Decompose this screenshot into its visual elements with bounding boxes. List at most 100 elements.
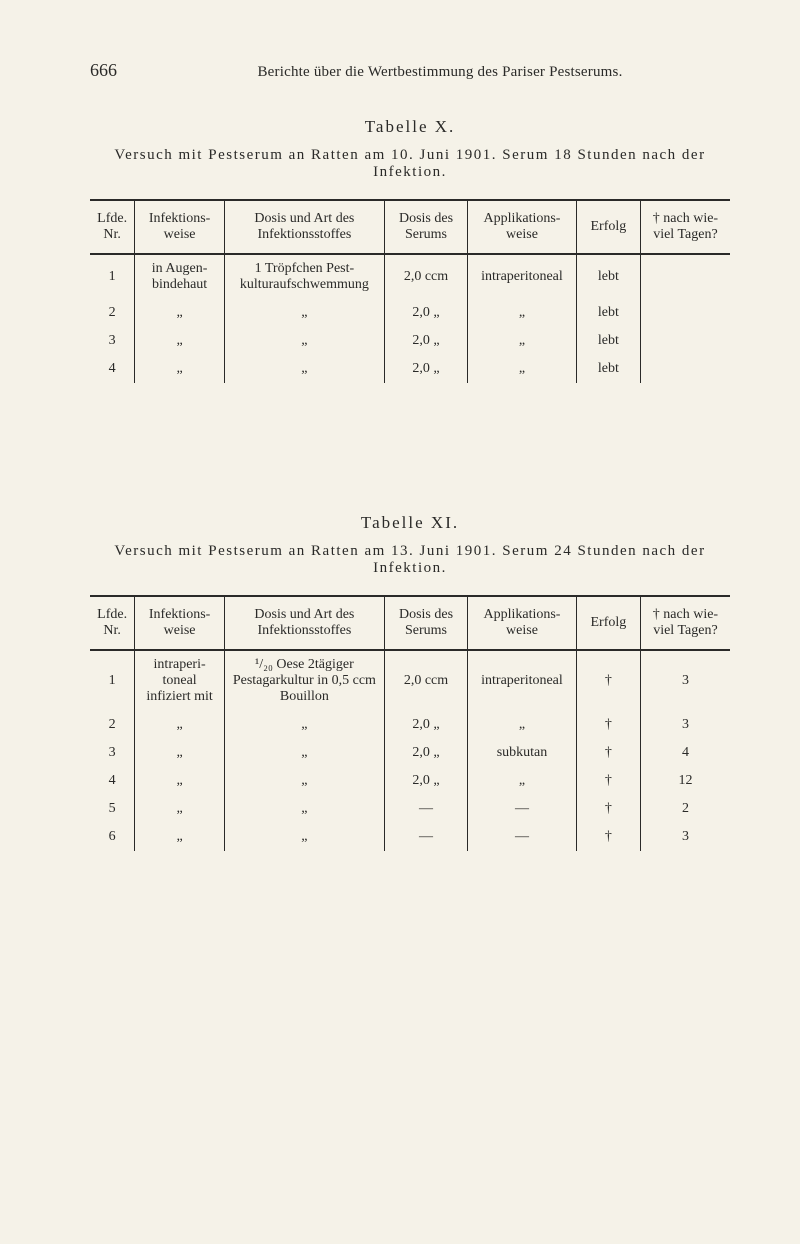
cell: 2,0 „	[384, 355, 467, 383]
cell: 3	[640, 711, 730, 739]
cell: „	[135, 823, 225, 851]
table-row: 4 „ „ 2,0 „ „ lebt	[90, 355, 730, 383]
cell: lebt	[576, 299, 640, 327]
table-xi-subtitle: Versuch mit Pestserum an Ratten am 13. J…	[90, 543, 730, 577]
cell: „	[135, 739, 225, 767]
cell: subkutan	[468, 739, 577, 767]
cell: „	[468, 767, 577, 795]
cell: lebt	[576, 327, 640, 355]
cell: —	[384, 795, 467, 823]
cell: 4	[640, 739, 730, 767]
cell: lebt	[576, 355, 640, 383]
cell: 4	[90, 355, 135, 383]
col-dosis-art: Dosis und Art des Infektionsstoffes	[224, 200, 384, 254]
page-header: 666 Berichte über die Wertbestimmung des…	[90, 60, 730, 81]
cell: 1 Tröpfchen Pest-kulturaufschwemmung	[224, 254, 384, 299]
spacer	[90, 443, 730, 513]
page: 666 Berichte über die Wertbestimmung des…	[0, 0, 800, 1244]
table-row: 5 „ „ — — † 2	[90, 795, 730, 823]
cell: „	[468, 327, 577, 355]
table-row: 3 „ „ 2,0 „ „ lebt	[90, 327, 730, 355]
col-dosis-serum: Dosis des Serums	[384, 596, 467, 650]
cell: 3	[640, 650, 730, 711]
cell: 3	[90, 327, 135, 355]
col-infekt: Infektions-weise	[135, 200, 225, 254]
col-tagen: † nach wie-viel Tagen?	[640, 200, 730, 254]
cell: †	[576, 739, 640, 767]
cell: 3	[90, 739, 135, 767]
cell: —	[468, 823, 577, 851]
cell: †	[576, 795, 640, 823]
cell: 5	[90, 795, 135, 823]
table-row: 2 „ „ 2,0 „ „ lebt	[90, 299, 730, 327]
cell: †	[576, 823, 640, 851]
cell: intraperitoneal	[468, 254, 577, 299]
cell: „	[224, 355, 384, 383]
table-x-title: Tabelle X.	[90, 117, 730, 137]
cell: „	[135, 355, 225, 383]
running-title: Berichte über die Wertbestimmung des Par…	[150, 64, 730, 81]
table-row: 3 „ „ 2,0 „ subkutan † 4	[90, 739, 730, 767]
cell: intraperitoneal	[468, 650, 577, 711]
table-x-header-row: Lfde. Nr. Infektions-weise Dosis und Art…	[90, 200, 730, 254]
table-x: Lfde. Nr. Infektions-weise Dosis und Art…	[90, 199, 730, 383]
table-row: 4 „ „ 2,0 „ „ † 12	[90, 767, 730, 795]
cell: 4	[90, 767, 135, 795]
cell: „	[224, 767, 384, 795]
cell: „	[135, 795, 225, 823]
cell: 3	[640, 823, 730, 851]
table-xi-header-row: Lfde. Nr. Infektions-weise Dosis und Art…	[90, 596, 730, 650]
cell: 2,0 ccm	[384, 254, 467, 299]
table-row: 1 in Augen-bindehaut 1 Tröpfchen Pest-ku…	[90, 254, 730, 299]
cell: —	[468, 795, 577, 823]
cell: 2,0 „	[384, 327, 467, 355]
cell: †	[576, 767, 640, 795]
cell: „	[468, 711, 577, 739]
cell: 12	[640, 767, 730, 795]
cell: 2	[90, 299, 135, 327]
cell: in Augen-bindehaut	[135, 254, 225, 299]
col-applik: Applikations-weise	[468, 200, 577, 254]
cell	[640, 327, 730, 355]
cell: „	[468, 299, 577, 327]
cell: †	[576, 650, 640, 711]
table-xi: Lfde. Nr. Infektions-weise Dosis und Art…	[90, 595, 730, 851]
col-lfde: Lfde. Nr.	[90, 200, 135, 254]
cell: 2,0 ccm	[384, 650, 467, 711]
cell: lebt	[576, 254, 640, 299]
col-erfolg: Erfolg	[576, 200, 640, 254]
cell: intraperi-toneal infiziert mit	[135, 650, 225, 711]
col-tagen: † nach wie-viel Tagen?	[640, 596, 730, 650]
cell: 1	[90, 650, 135, 711]
cell: †	[576, 711, 640, 739]
cell	[640, 355, 730, 383]
table-row: 2 „ „ 2,0 „ „ † 3	[90, 711, 730, 739]
cell: „	[224, 327, 384, 355]
col-applik: Applikations-weise	[468, 596, 577, 650]
cell: —	[384, 823, 467, 851]
cell: „	[135, 327, 225, 355]
cell: „	[224, 739, 384, 767]
cell: „	[224, 299, 384, 327]
cell: ¹/₂₀ Oese 2tägiger Pestagarkultur in 0,5…	[224, 650, 384, 711]
col-dosis-serum: Dosis des Serums	[384, 200, 467, 254]
cell: 6	[90, 823, 135, 851]
page-number: 666	[90, 60, 150, 81]
table-x-subtitle: Versuch mit Pestserum an Ratten am 10. J…	[90, 147, 730, 181]
col-lfde: Lfde. Nr.	[90, 596, 135, 650]
cell: „	[468, 355, 577, 383]
col-dosis-art: Dosis und Art des Infektionsstoffes	[224, 596, 384, 650]
cell: 2,0 „	[384, 711, 467, 739]
table-xi-title: Tabelle XI.	[90, 513, 730, 533]
cell: 2,0 „	[384, 299, 467, 327]
cell: „	[224, 795, 384, 823]
cell: 2	[90, 711, 135, 739]
cell: 2	[640, 795, 730, 823]
cell	[640, 299, 730, 327]
cell: 2,0 „	[384, 767, 467, 795]
cell: „	[135, 767, 225, 795]
table-row: 6 „ „ — — † 3	[90, 823, 730, 851]
cell: 2,0 „	[384, 739, 467, 767]
cell: „	[224, 823, 384, 851]
cell: „	[135, 711, 225, 739]
